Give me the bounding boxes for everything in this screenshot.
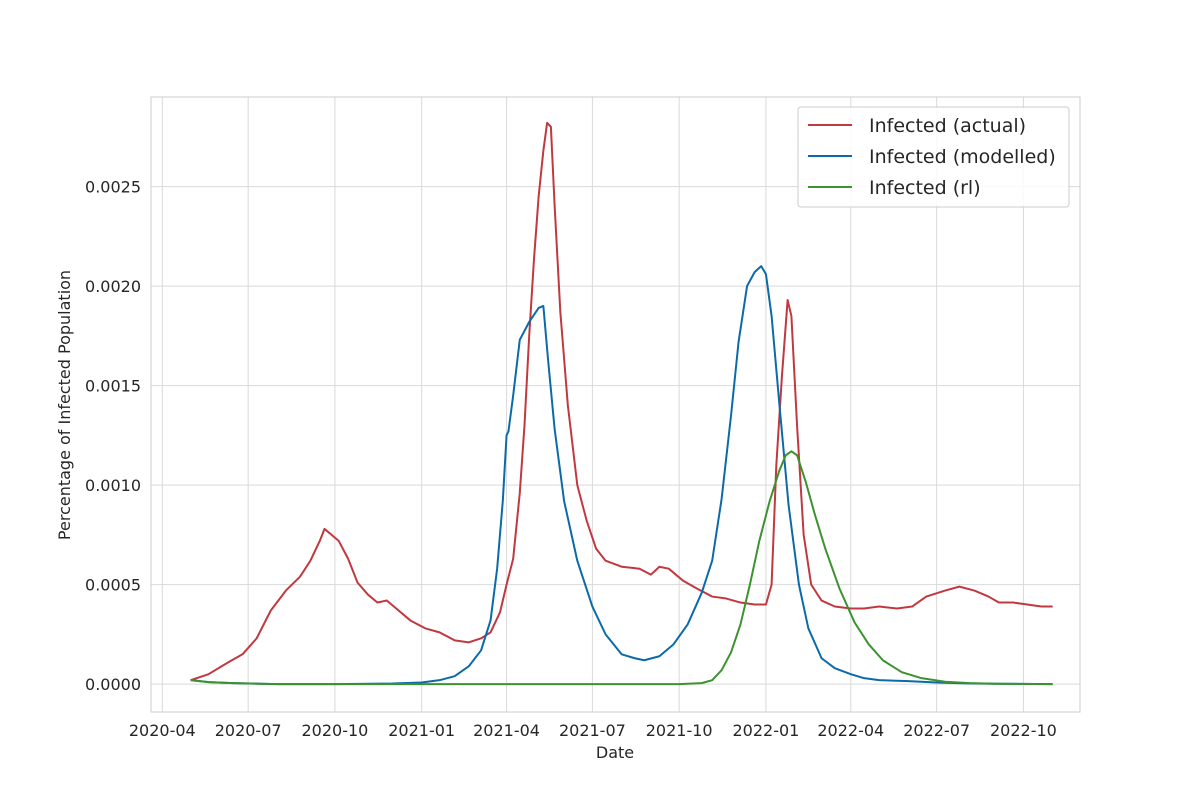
x-tick-label: 2021-01 <box>388 721 455 740</box>
series-rl-line <box>190 450 1053 686</box>
x-tick-label: 2020-04 <box>129 721 196 740</box>
series-layer <box>190 121 1053 686</box>
plot-frame <box>150 96 1081 713</box>
y-tick-labels: 0.0000 0.0005 0.0010 0.0015 0.0020 0.0025 <box>85 178 141 695</box>
y-axis-title: Percentage of Infected Population <box>55 270 74 540</box>
x-tick-label: 2022-10 <box>990 721 1057 740</box>
x-tick-label: 2021-07 <box>559 721 626 740</box>
x-tick-label: 2022-01 <box>733 721 800 740</box>
y-tick-label: 0.0025 <box>85 178 141 197</box>
y-tick-label: 0.0020 <box>85 277 141 296</box>
legend: Infected (actual) Infected (modelled) In… <box>797 106 1070 208</box>
y-tick-label: 0.0000 <box>85 675 141 694</box>
y-tick-label: 0.0010 <box>85 476 141 495</box>
legend-label-actual: Infected (actual) <box>869 115 1026 137</box>
x-tick-label: 2021-04 <box>473 721 540 740</box>
x-tick-label: 2020-07 <box>215 721 282 740</box>
x-tick-labels: 2020-04 2020-07 2020-10 2021-01 2021-04 2021-… <box>129 721 1057 740</box>
x-tick-label: 2020-10 <box>301 721 368 740</box>
series-actual-line <box>190 121 1053 682</box>
x-axis-title: Date <box>596 743 634 762</box>
y-tick-label: 0.0015 <box>85 377 141 396</box>
x-tick-label: 2022-04 <box>817 721 884 740</box>
legend-label-modelled: Infected (modelled) <box>869 146 1056 168</box>
series-modelled-line <box>190 265 1053 686</box>
legend-box <box>797 106 1070 208</box>
x-tick-label: 2022-07 <box>903 721 970 740</box>
y-tick-label: 0.0005 <box>85 576 141 595</box>
legend-label-rl: Infected (rl) <box>869 177 981 199</box>
x-tick-label: 2021-10 <box>646 721 713 740</box>
